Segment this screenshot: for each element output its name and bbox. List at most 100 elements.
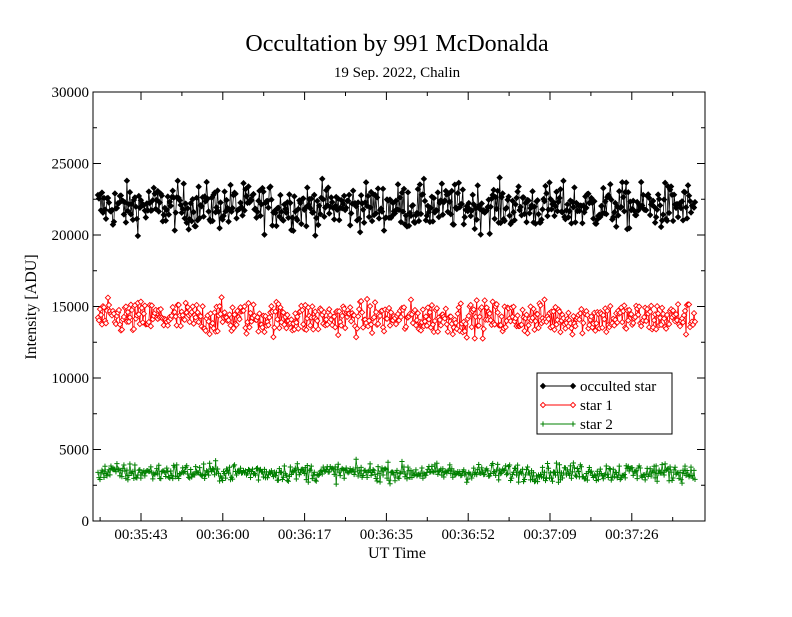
data-point-1 <box>310 326 317 333</box>
data-point-2 <box>231 462 238 468</box>
data-point-0 <box>155 208 163 215</box>
data-point-1 <box>240 307 247 314</box>
data-point-2 <box>648 473 654 479</box>
data-point-0 <box>297 199 304 207</box>
data-point-1 <box>241 303 248 310</box>
data-point-0 <box>521 210 528 218</box>
data-point-2 <box>552 472 559 478</box>
data-point-1 <box>331 323 339 331</box>
data-point-0 <box>621 208 628 215</box>
data-point-1 <box>572 322 579 330</box>
data-point-0 <box>304 184 311 191</box>
data-point-0 <box>652 213 660 221</box>
data-point-0 <box>360 219 368 226</box>
data-point-2 <box>215 470 222 477</box>
data-point-2 <box>213 458 219 464</box>
data-point-2 <box>684 467 690 474</box>
data-point-0 <box>468 207 475 214</box>
data-point-1 <box>139 319 147 326</box>
data-point-1 <box>604 307 611 315</box>
data-point-1 <box>461 327 469 335</box>
data-point-0 <box>653 206 661 213</box>
data-point-0 <box>433 207 441 214</box>
y-tick-label: 5000 <box>59 443 89 459</box>
data-point-1 <box>476 313 483 320</box>
data-point-2 <box>584 477 590 483</box>
data-point-0 <box>287 199 294 207</box>
data-point-0 <box>237 199 244 207</box>
data-point-2 <box>345 470 351 476</box>
data-point-1 <box>453 325 461 333</box>
data-point-2 <box>677 469 683 476</box>
data-point-2 <box>592 473 598 479</box>
data-point-0 <box>409 202 417 209</box>
data-point-1 <box>246 324 253 331</box>
data-point-1 <box>653 302 661 310</box>
data-point-2 <box>290 469 296 475</box>
y-tick-label: 30000 <box>52 85 90 101</box>
data-point-1 <box>277 304 284 311</box>
data-point-2 <box>382 465 388 472</box>
data-point-0 <box>510 209 517 216</box>
data-point-0 <box>492 193 499 201</box>
data-point-0 <box>346 222 354 229</box>
data-point-0 <box>405 222 413 230</box>
data-point-0 <box>315 221 322 229</box>
data-point-0 <box>320 196 327 203</box>
data-point-2 <box>341 475 347 481</box>
data-point-0 <box>172 209 179 216</box>
data-point-1 <box>493 301 500 308</box>
data-point-0 <box>650 203 658 210</box>
data-point-0 <box>585 190 592 198</box>
data-point-2 <box>229 476 236 482</box>
data-point-1 <box>642 317 650 325</box>
data-point-0 <box>543 190 550 197</box>
data-point-0 <box>497 219 504 227</box>
data-point-2 <box>670 475 676 481</box>
data-point-2 <box>514 462 521 468</box>
data-point-2 <box>210 466 216 472</box>
data-point-0 <box>102 215 110 223</box>
data-point-1 <box>323 321 331 328</box>
data-point-2 <box>219 477 226 484</box>
data-point-2 <box>513 465 519 472</box>
data-point-2 <box>446 467 452 473</box>
data-point-0 <box>162 217 170 224</box>
data-point-0 <box>665 209 673 217</box>
data-point-1 <box>350 312 358 319</box>
data-point-0 <box>645 194 653 202</box>
data-point-2 <box>640 472 646 478</box>
data-point-2 <box>567 463 574 469</box>
data-point-0 <box>179 205 186 213</box>
data-point-0 <box>565 214 572 221</box>
data-point-2 <box>292 465 298 471</box>
data-point-0 <box>324 184 332 191</box>
data-point-2 <box>668 469 674 475</box>
data-point-2 <box>237 465 244 471</box>
data-point-2 <box>661 472 667 478</box>
data-point-0 <box>602 198 609 205</box>
data-point-0 <box>569 198 576 206</box>
data-point-2 <box>606 465 612 472</box>
data-point-0 <box>441 197 449 204</box>
data-point-2 <box>255 477 262 483</box>
data-point-0 <box>421 197 429 205</box>
data-point-2 <box>444 470 450 476</box>
data-point-1 <box>510 303 517 310</box>
data-point-0 <box>171 227 178 234</box>
data-point-1 <box>419 306 427 313</box>
data-point-0 <box>156 199 164 206</box>
data-point-2 <box>490 460 496 467</box>
data-point-2 <box>331 471 337 477</box>
data-point-1 <box>685 301 693 308</box>
data-point-0 <box>458 200 466 208</box>
data-point-1 <box>619 318 626 326</box>
data-point-0 <box>399 208 407 215</box>
data-point-0 <box>128 200 136 208</box>
data-point-1 <box>681 307 689 315</box>
data-point-2 <box>203 471 209 478</box>
data-point-0 <box>539 206 546 213</box>
data-point-0 <box>254 208 261 216</box>
data-point-1 <box>157 305 165 313</box>
legend-marker-0 <box>569 382 577 390</box>
